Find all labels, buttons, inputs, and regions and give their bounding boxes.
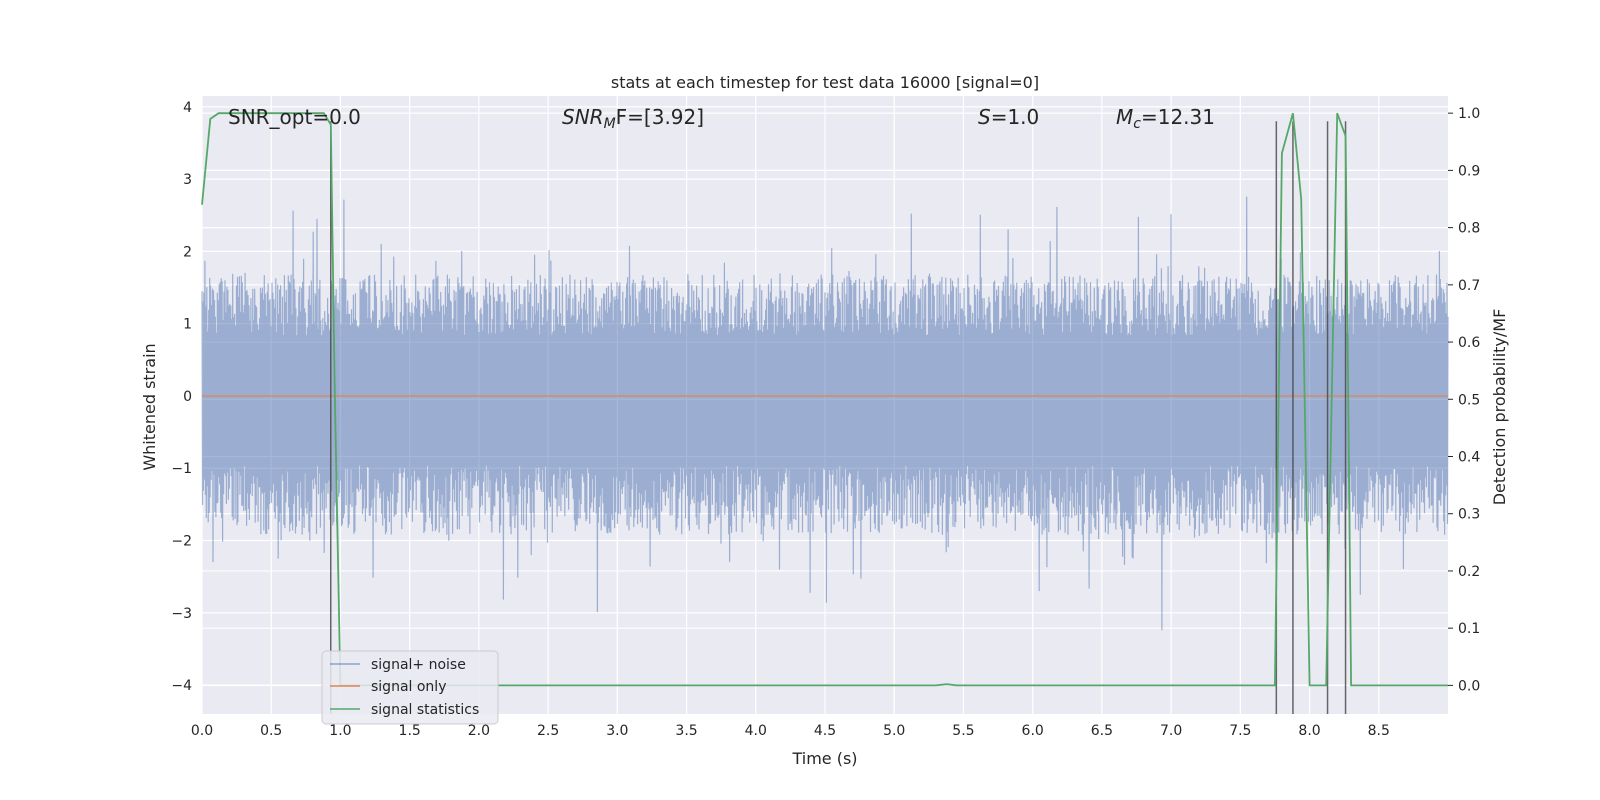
y-right-tick-label: 1.0 (1458, 106, 1480, 122)
annotation-snr-mf-sub: M (604, 116, 616, 132)
y-right-tick-label: 0.8 (1458, 221, 1480, 237)
x-axis-label: Time (s) (791, 749, 857, 768)
signal-statistics-line (201, 112, 1448, 687)
annotation-s-suffix: =1.0 (991, 105, 1040, 129)
annotation-mc-sub: c (1133, 116, 1141, 132)
x-tick-label: 8.5 (1368, 723, 1390, 739)
y-tick-label: −1 (171, 461, 192, 477)
annotation-s: S=1.0 (978, 105, 1039, 129)
y-right-tick-label: 0.1 (1458, 621, 1480, 637)
annotation-snr-opt: SNR_opt=0.0 (228, 105, 361, 129)
y-right-tick-label: 0.0 (1458, 678, 1480, 694)
annotation-s-prefix: S (978, 105, 991, 129)
y-tick-labels: 4 3 2 1 0 −1 −2 −3 −4 (171, 100, 192, 694)
y-tick-label: 4 (183, 100, 192, 116)
x-tick-label: 2.5 (537, 723, 559, 739)
y-tick-label: 3 (183, 172, 192, 188)
annotation-mc-suffix: =12.31 (1141, 105, 1215, 129)
chart-title: stats at each timestep for test data 160… (611, 73, 1039, 92)
annotation-snr-mf-prefix: SNR (562, 105, 604, 129)
signal-noise-series (201, 196, 1449, 631)
x-tick-label: 2.0 (468, 723, 490, 739)
x-tick-label: 1.5 (399, 723, 421, 739)
y-tick-label: −3 (171, 606, 192, 622)
legend-label-signal-noise: signal+ noise (371, 657, 466, 673)
x-tick-label: 7.0 (1160, 723, 1182, 739)
legend-label-signal-only: signal only (371, 679, 446, 695)
x-tick-label: 4.0 (745, 723, 767, 739)
signal-statistics-series (201, 112, 1448, 687)
y-right-tick-label: 0.5 (1458, 392, 1480, 408)
y-right-tick-label: 0.7 (1458, 278, 1480, 294)
annotation-snr-mf: SNRMF=[3.92] (562, 105, 704, 132)
x-tick-label: 3.5 (675, 723, 697, 739)
y-tick-label: −4 (171, 678, 192, 694)
y-right-tick-label: 0.2 (1458, 564, 1480, 580)
y-right-tick-labels: 1.0 0.9 0.8 0.7 0.6 0.5 0.4 0.3 0.2 0.1 0.0 (1448, 106, 1480, 694)
signal-noise-line (201, 196, 1449, 631)
y-right-tick-label: 0.3 (1458, 507, 1480, 523)
x-tick-label: 0.5 (260, 723, 282, 739)
x-tick-label: 7.5 (1229, 723, 1251, 739)
x-tick-label: 8.0 (1298, 723, 1320, 739)
x-tick-label: 5.0 (883, 723, 905, 739)
x-tick-label: 3.0 (606, 723, 628, 739)
annotation-snr-mf-suffix: F=[3.92] (616, 105, 704, 129)
x-tick-label: 5.5 (952, 723, 974, 739)
x-tick-labels: 0.0 0.5 1.0 1.5 2.0 2.5 3.0 3.5 4.0 4.5 5.0 5.5 6.0 6… (191, 723, 1390, 739)
x-tick-label: 0.0 (191, 723, 213, 739)
x-tick-label: 6.5 (1091, 723, 1113, 739)
y-tick-label: 0 (183, 389, 192, 405)
y-tick-label: −2 (171, 534, 192, 550)
x-tick-label: 1.0 (329, 723, 351, 739)
x-tick-label: 4.5 (814, 723, 836, 739)
x-tick-label: 6.0 (1022, 723, 1044, 739)
y-right-axis-label: Detection probability/MF (1490, 309, 1509, 506)
y-right-tick-label: 0.9 (1458, 163, 1480, 179)
legend-box (321, 650, 499, 725)
annotation-mc: Mc=12.31 (1116, 105, 1215, 132)
y-axis-label: Whitened strain (140, 343, 159, 470)
y-right-tick-label: 0.6 (1458, 335, 1480, 351)
legend: signal+ noise signal only signal statist… (321, 650, 499, 725)
y-right-tick-label: 0.4 (1458, 450, 1480, 466)
annotation-mc-prefix: M (1116, 105, 1133, 129)
legend-label-signal-statistics: signal statistics (371, 702, 479, 718)
y-tick-label: 2 (183, 244, 192, 260)
y-tick-label: 1 (183, 317, 192, 333)
